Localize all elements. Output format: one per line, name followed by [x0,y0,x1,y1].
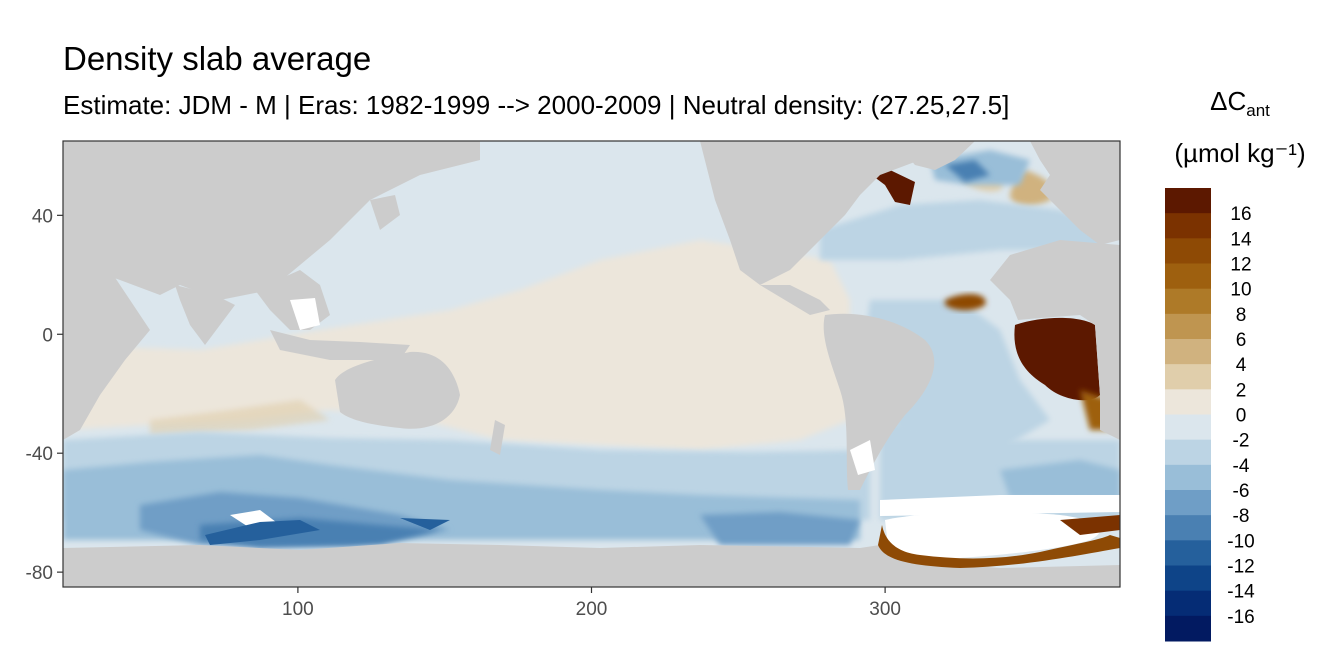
y-tick-label: 40 [32,206,53,227]
legend-swatch [1165,188,1211,214]
legend-label: -10 [1227,531,1254,552]
legend-label: -6 [1233,481,1250,502]
map-panel [63,141,1120,587]
y-tick-label: -40 [26,444,53,465]
legend-colorbar: 16 14 12 10 8 6 4 2 0 -2 -4 -6 -8 -10 -12 -14 -16 [1165,188,1255,642]
y-tick-label: 0 [42,325,53,346]
legend-swatch [1165,540,1211,566]
legend-label: 2 [1236,380,1247,401]
legend-swatch [1165,213,1211,239]
legend-swatch [1165,515,1211,541]
legend-label: -16 [1227,607,1254,628]
legend-label: 8 [1236,305,1247,326]
legend-title-subscript: ant [1246,101,1270,121]
legend-label: 0 [1236,406,1247,427]
legend-label: -2 [1233,431,1250,452]
y-tick-label: -80 [26,563,53,584]
legend-swatch [1165,490,1211,516]
legend-swatch [1165,414,1211,441]
legend-label: -14 [1227,582,1255,603]
chart-title: Density slab average [63,40,372,77]
legend-swatch [1165,313,1211,340]
legend-swatch [1165,464,1211,491]
legend-swatch [1165,389,1211,415]
legend-label: -4 [1233,456,1250,477]
positive-anomaly-zones [63,168,1053,450]
legend-label: 6 [1236,330,1247,351]
legend-swatch [1165,565,1211,592]
antarctic-coastal-anomalies [205,515,1120,568]
legend-label: 12 [1230,255,1251,276]
no-data-zones [230,298,1120,559]
legend-swatch [1165,615,1211,642]
legend-label: 14 [1230,229,1252,250]
legend-label: 4 [1236,355,1247,376]
legend-swatch [1165,288,1211,315]
legend-title-units: (µmol kg⁻¹) [1174,138,1306,168]
legend-label: 10 [1230,280,1251,301]
legend-label: -8 [1233,506,1250,527]
legend-swatch [1165,339,1211,365]
legend-title-variable: ΔCant [1160,88,1320,119]
legend-swatch [1165,364,1211,390]
x-tick-label: 300 [869,599,901,620]
x-tick-label: 100 [282,599,314,620]
legend-swatch [1165,439,1211,466]
chart-subtitle: Estimate: JDM - M | Eras: 1982-1999 --> … [63,90,1010,120]
legend-swatch [1165,590,1211,617]
legend-title-main: ΔC [1210,86,1247,116]
legend-label: -12 [1227,557,1254,578]
legend-label: 16 [1230,204,1251,225]
legend-swatch [1165,263,1211,290]
x-tick-label: 200 [576,599,608,620]
legend-swatch [1165,238,1211,264]
